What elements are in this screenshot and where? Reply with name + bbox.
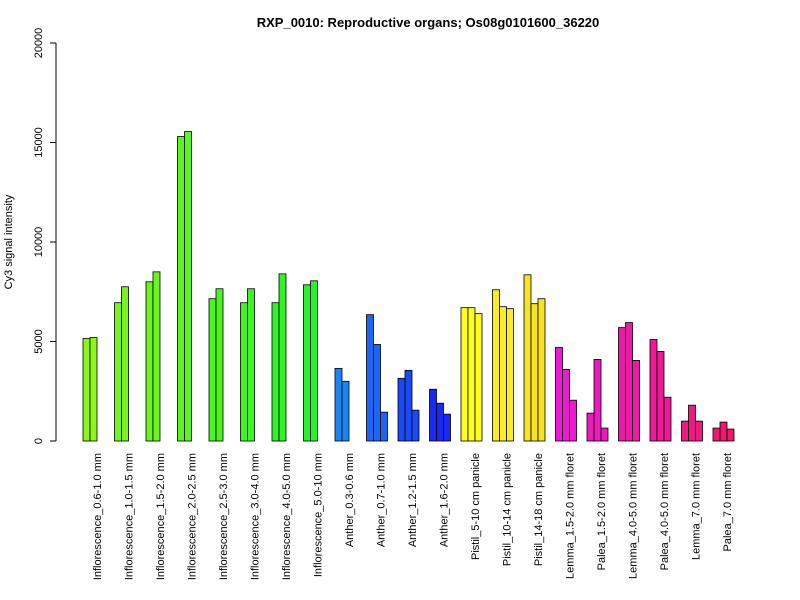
bar xyxy=(341,380,350,442)
chart-title: RXP_0010: Reproductive organs; Os08g0101… xyxy=(257,15,600,30)
bar xyxy=(625,322,633,442)
y-axis-label: Cy3 signal intensity xyxy=(3,194,15,289)
category-label: Palea_4.0-5.0 mm floret xyxy=(659,453,671,570)
bar xyxy=(208,298,217,442)
bar xyxy=(397,377,406,442)
y-tick-label: 20000 xyxy=(33,28,45,59)
bar xyxy=(443,413,451,442)
y-tick-label: 5000 xyxy=(33,329,45,353)
bar xyxy=(404,369,413,442)
category-label: Inflorescence_2.5-3.0 mm xyxy=(218,453,230,580)
bar xyxy=(499,306,507,442)
bar xyxy=(436,402,444,442)
bar xyxy=(632,360,640,442)
bar xyxy=(523,274,532,442)
bar xyxy=(618,327,626,442)
bar xyxy=(695,420,703,442)
bar xyxy=(474,313,483,442)
category-label: Pistil_14-18 cm panicle xyxy=(533,453,545,566)
category-label: Inflorescence_5.0-10 mm xyxy=(313,453,325,577)
y-tick-label: 10000 xyxy=(33,227,45,258)
bar xyxy=(593,359,602,442)
bar xyxy=(89,337,98,442)
bar xyxy=(460,307,469,442)
bar xyxy=(411,409,420,442)
category-label: Pistil_5-10 cm panicle xyxy=(470,453,482,560)
bar xyxy=(152,271,161,442)
y-tick-label: 0 xyxy=(33,438,45,444)
bar xyxy=(719,421,728,442)
bar xyxy=(649,339,658,442)
category-label: Anther_1.2-1.5 mm xyxy=(407,453,419,547)
category-label: Pistil_10-14 cm panicle xyxy=(502,453,514,566)
bar xyxy=(177,136,185,442)
bars xyxy=(82,131,735,442)
bar xyxy=(506,308,514,442)
category-label: Anther_1.6-2.0 mm xyxy=(439,453,451,547)
bar xyxy=(82,338,91,442)
category-label: Inflorescence_3.0-4.0 mm xyxy=(250,453,262,580)
bar xyxy=(537,298,546,442)
bar xyxy=(310,280,318,442)
category-label: Palea_7.0 mm floret xyxy=(722,453,734,551)
bar xyxy=(688,404,696,442)
category-label: Inflorescence_2.0-2.5 mm xyxy=(187,453,199,580)
bar xyxy=(114,302,122,442)
bar xyxy=(247,288,255,442)
bar xyxy=(145,281,154,442)
bar xyxy=(121,286,129,442)
bar xyxy=(278,273,287,442)
bar xyxy=(530,303,539,442)
bar xyxy=(663,396,672,442)
bar xyxy=(656,351,665,442)
bar xyxy=(240,302,248,442)
y-axis-ticks: 0 5000 10000 15000 20000 xyxy=(33,28,56,444)
bar xyxy=(215,288,224,442)
bar xyxy=(569,399,577,442)
bar xyxy=(429,388,437,442)
bar xyxy=(334,367,343,442)
bar xyxy=(600,427,609,442)
bar xyxy=(726,428,735,442)
category-label: Lemma_1.5-2.0 mm floret xyxy=(565,453,577,579)
category-label: Lemma_7.0 mm floret xyxy=(691,453,703,560)
bar xyxy=(467,307,476,442)
category-label: Lemma_4.0-5.0 mm floret xyxy=(628,453,640,579)
y-tick-label: 15000 xyxy=(33,127,45,158)
bar xyxy=(303,284,311,442)
bar xyxy=(681,420,689,442)
bar xyxy=(366,314,374,442)
bar xyxy=(555,347,563,442)
bar xyxy=(373,344,381,442)
bar xyxy=(271,302,280,442)
category-label: Inflorescence_1.5-2.0 mm xyxy=(155,453,167,580)
bar xyxy=(492,289,500,442)
category-label: Inflorescence_0.6-1.0 mm xyxy=(92,453,104,580)
category-label: Inflorescence_1.0-1.5 mm xyxy=(124,453,136,580)
bar xyxy=(586,412,595,442)
category-label: Anther_0.7-1.0 mm xyxy=(376,453,388,547)
category-label: Anther_0.3-0.6 mm xyxy=(344,453,356,547)
category-label: Inflorescence_4.0-5.0 mm xyxy=(281,453,293,580)
category-label: Palea_1.5-2.0 mm floret xyxy=(596,453,608,570)
bar xyxy=(712,427,721,442)
bar xyxy=(380,411,388,442)
category-labels: Inflorescence_0.6-1.0 mm Inflorescence_1.… xyxy=(92,453,734,580)
bar xyxy=(562,368,570,442)
bar xyxy=(184,131,192,442)
